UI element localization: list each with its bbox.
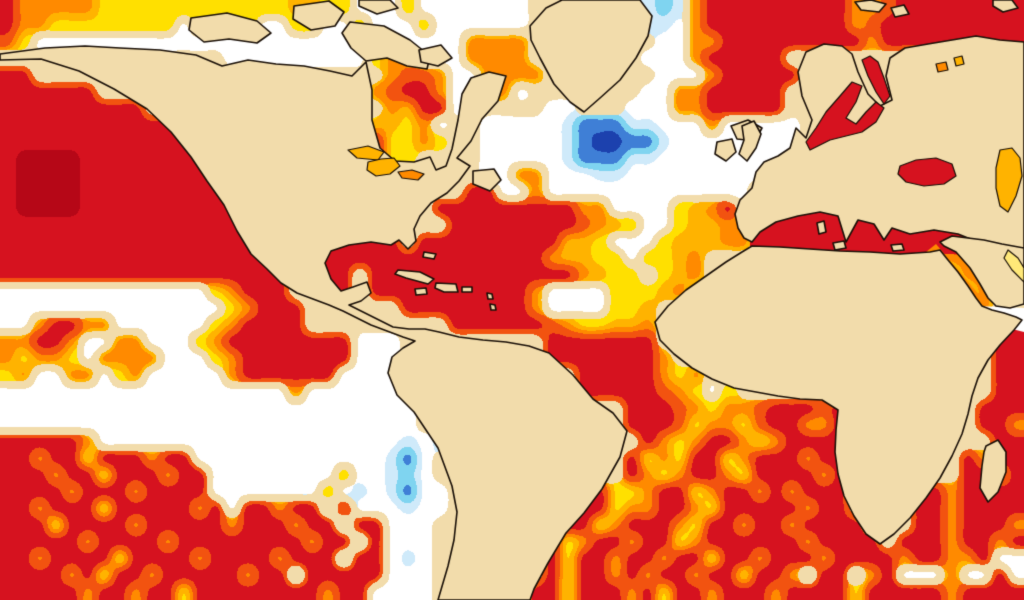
sst-anomaly-map-canvas <box>0 0 1024 600</box>
sst-anomaly-map <box>0 0 1024 600</box>
